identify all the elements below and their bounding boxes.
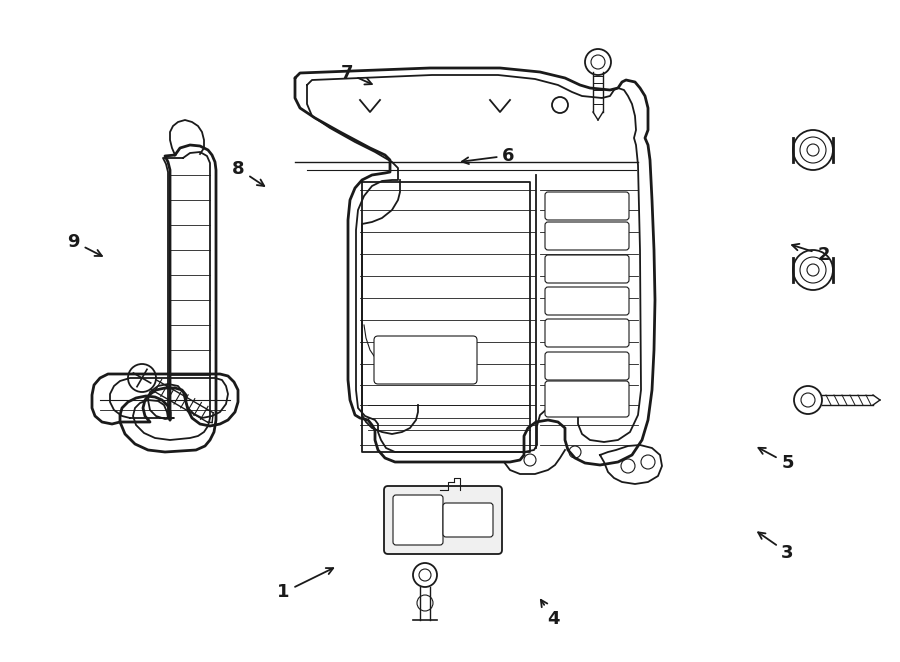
Text: 6: 6 xyxy=(462,146,515,165)
Text: 3: 3 xyxy=(758,532,794,562)
FancyBboxPatch shape xyxy=(384,486,502,554)
FancyBboxPatch shape xyxy=(545,255,629,283)
FancyBboxPatch shape xyxy=(545,352,629,380)
Text: 4: 4 xyxy=(541,600,560,628)
Text: 1: 1 xyxy=(277,568,333,602)
Text: 8: 8 xyxy=(232,160,265,186)
Text: 2: 2 xyxy=(792,244,830,264)
FancyBboxPatch shape xyxy=(443,503,493,537)
Text: 5: 5 xyxy=(759,448,794,473)
Text: 7: 7 xyxy=(340,64,372,85)
FancyBboxPatch shape xyxy=(545,192,629,220)
FancyBboxPatch shape xyxy=(374,336,477,384)
FancyBboxPatch shape xyxy=(545,222,629,250)
FancyBboxPatch shape xyxy=(545,381,629,417)
Text: 9: 9 xyxy=(68,232,102,256)
FancyBboxPatch shape xyxy=(393,495,443,545)
FancyBboxPatch shape xyxy=(545,287,629,315)
FancyBboxPatch shape xyxy=(545,319,629,347)
